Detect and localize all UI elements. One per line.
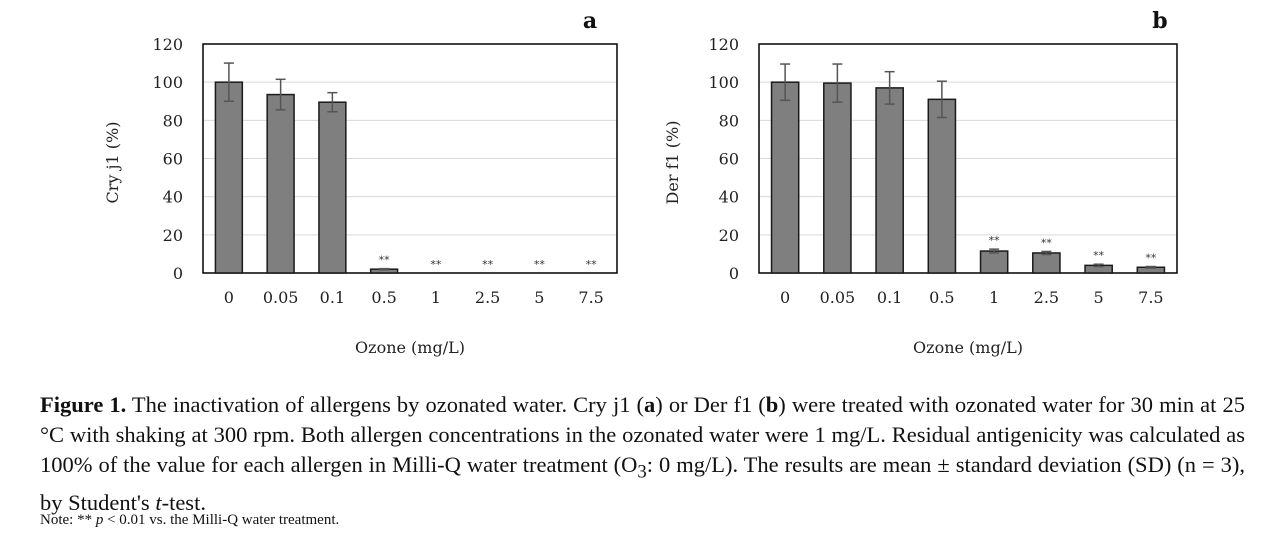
x-tick-label: 0 — [780, 288, 790, 307]
bar — [266, 93, 295, 274]
y-tick-label: 0 — [173, 264, 183, 283]
x-tick-label: 2.5 — [475, 288, 500, 307]
y-tick-label: 80 — [163, 111, 183, 130]
x-tick-label: 5 — [534, 288, 544, 307]
caption-text: : 0 mg/L). The results are mean ± standa… — [40, 452, 1245, 515]
caption-text: ) were treated with ozonated water for 3… — [40, 392, 1245, 477]
significance-marker: ** — [534, 258, 546, 271]
significance-marker: ** — [1041, 236, 1053, 249]
y-tick-label: 120 — [152, 35, 183, 54]
y-tick-label: 80 — [719, 111, 739, 130]
bar — [927, 98, 957, 274]
x-tick-label: 7.5 — [578, 288, 603, 307]
caption-panel-b: b — [765, 392, 779, 417]
caption-text: -test. — [161, 489, 206, 515]
caption-subscript: 3 — [637, 461, 647, 483]
plot-frame — [202, 43, 618, 274]
y-tick-label: 100 — [152, 73, 183, 92]
bar — [318, 101, 347, 274]
x-tick-label: 5 — [1094, 288, 1104, 307]
bar — [214, 81, 244, 274]
x-tick-label: 0 — [224, 288, 234, 307]
x-tick-label: 0.1 — [320, 288, 345, 307]
bar — [770, 81, 800, 274]
x-tick-label: 0.5 — [371, 288, 396, 307]
caption-text: The inactivation of allergens by ozonate… — [126, 392, 645, 417]
y-tick-label: 60 — [719, 150, 739, 169]
x-axis-label: Ozone (mg/L) — [355, 338, 465, 357]
y-axis-label: Cry j1 (%) — [103, 122, 122, 204]
y-tick-label: 100 — [708, 73, 739, 92]
caption-text: ) or Der f1 ( — [655, 392, 766, 417]
note-prefix: Note: ** — [40, 512, 96, 528]
x-tick-label: 0.05 — [820, 288, 856, 307]
plot-frame — [758, 43, 1178, 274]
x-tick-label: 0.1 — [877, 288, 902, 307]
x-tick-label: 0.5 — [929, 288, 954, 307]
y-tick-label: 20 — [163, 226, 183, 245]
x-axis-label: Ozone (mg/L) — [913, 338, 1023, 357]
caption-panel-a: a — [644, 392, 656, 417]
significance-marker: ** — [1145, 252, 1157, 265]
significance-marker: ** — [1093, 249, 1105, 262]
bar — [1032, 252, 1061, 274]
note-p-italic: p — [95, 512, 104, 528]
significance-marker: ** — [430, 258, 442, 271]
note-suffix: < 0.01 vs. the Milli-Q water treatment. — [103, 512, 340, 528]
x-tick-label: 0.05 — [263, 288, 299, 307]
panel-label: a — [583, 8, 597, 34]
y-tick-label: 40 — [719, 188, 739, 207]
bar — [823, 82, 852, 274]
bar — [979, 250, 1009, 274]
y-tick-label: 0 — [729, 264, 739, 283]
figure-note: Note: ** p < 0.01 vs. the Milli-Q water … — [40, 512, 339, 529]
x-tick-label: 1 — [431, 288, 441, 307]
significance-marker: ** — [379, 254, 391, 267]
figure-caption: Figure 1. The inactivation of allergens … — [40, 390, 1245, 518]
significance-marker: ** — [989, 234, 1001, 247]
caption-italic-t: t — [155, 489, 162, 515]
significance-marker: ** — [586, 258, 598, 271]
y-tick-label: 120 — [708, 35, 739, 54]
panel-label: b — [1152, 8, 1167, 34]
y-tick-label: 40 — [163, 188, 183, 207]
x-tick-label: 2.5 — [1034, 288, 1059, 307]
bar — [875, 87, 904, 274]
y-tick-label: 20 — [719, 226, 739, 245]
y-tick-label: 60 — [163, 150, 183, 169]
x-tick-label: 1 — [989, 288, 999, 307]
x-tick-label: 7.5 — [1138, 288, 1163, 307]
caption-label: Figure 1. — [40, 392, 127, 417]
y-axis-label: Der f1 (%) — [663, 121, 682, 205]
significance-marker: ** — [482, 258, 494, 271]
